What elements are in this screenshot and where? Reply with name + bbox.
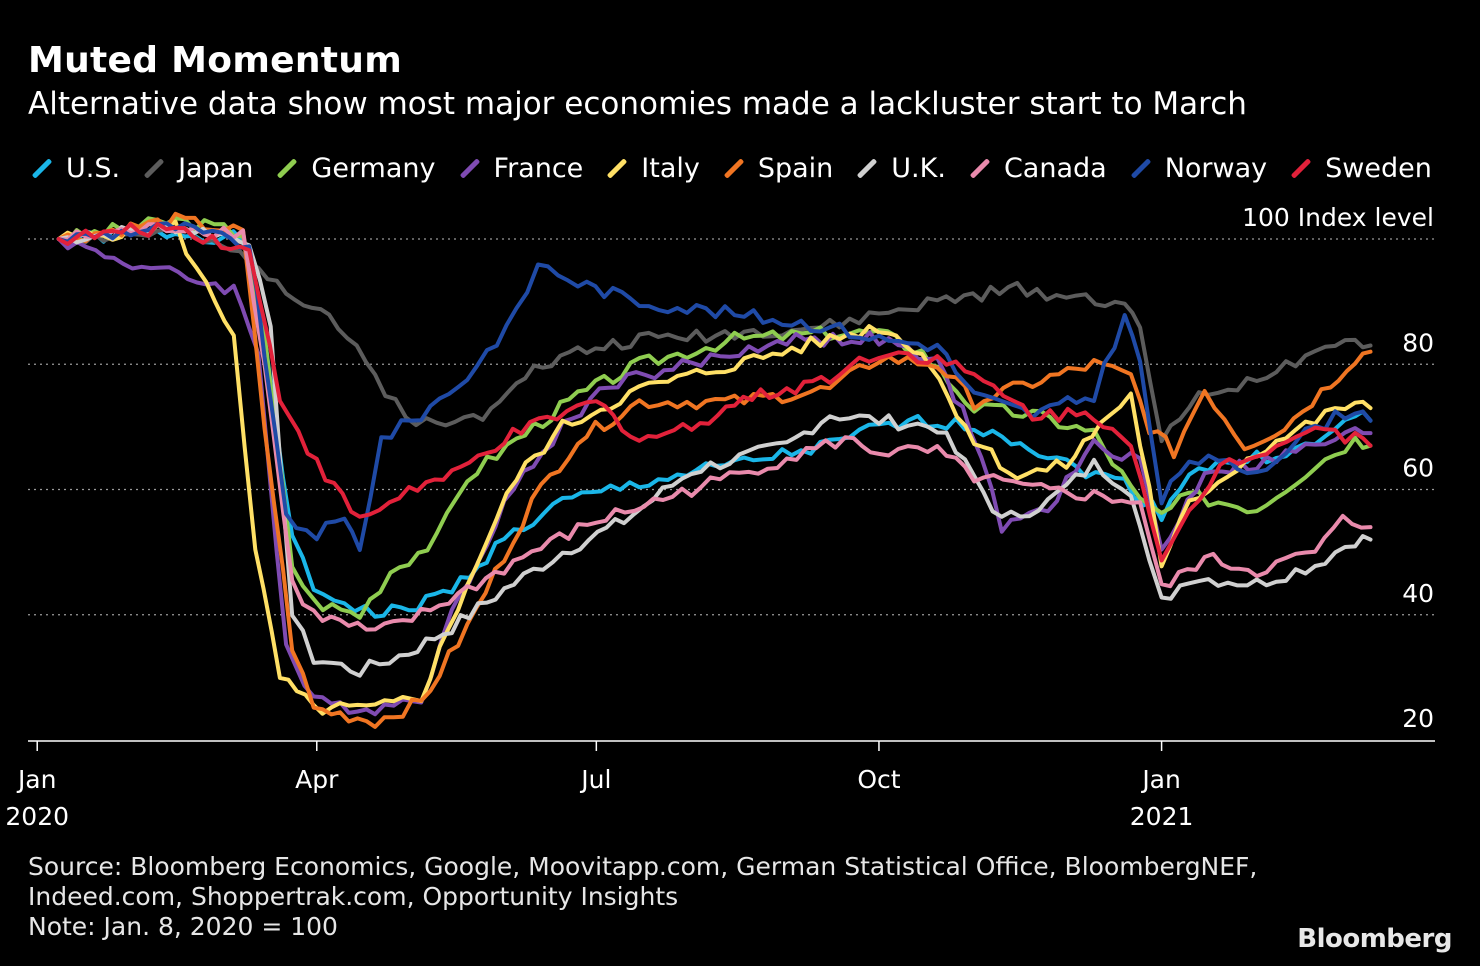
legend-label: France xyxy=(493,152,584,184)
source-line: Source: Bloomberg Economics, Google, Moo… xyxy=(28,852,1258,881)
source-line: Indeed.com, Shoppertrak.com, Opportunity… xyxy=(28,882,679,911)
legend-label: Canada xyxy=(1003,152,1107,184)
x-tick-label: Jan xyxy=(1140,765,1181,794)
legend-item: Sweden xyxy=(1289,153,1432,184)
series-line-canada xyxy=(56,222,1373,632)
legend-item: Germany xyxy=(275,152,436,184)
legend-label: Japan xyxy=(178,152,254,184)
legend-swatch xyxy=(969,157,991,179)
legend-label: Spain xyxy=(757,152,834,184)
y-tick-label: 20 xyxy=(1402,704,1434,733)
legend-swatch xyxy=(607,157,628,179)
series-line-japan xyxy=(56,227,1373,444)
series-line-norway xyxy=(56,221,1373,552)
x-tick-label: Oct xyxy=(857,765,900,794)
x-tick-label: Jul xyxy=(579,765,611,794)
legend-label: Germany xyxy=(311,152,436,184)
legend-item: U.S. xyxy=(30,153,120,184)
series-line-italy xyxy=(56,219,1373,716)
y-tick-label: 100 Index level xyxy=(1242,203,1434,232)
legend-item: France xyxy=(458,152,584,184)
x-tick-year: 2020 xyxy=(5,802,69,831)
legend-label: U.S. xyxy=(66,152,121,184)
legend-item: Canada xyxy=(968,153,1107,184)
legend-swatch xyxy=(31,157,53,179)
legend-item: Spain xyxy=(722,153,833,184)
bloomberg-logo: Bloomberg xyxy=(1297,924,1452,954)
legend-swatch xyxy=(723,157,745,179)
legend-swatch xyxy=(143,157,165,179)
y-tick-label: 60 xyxy=(1402,454,1434,483)
legend-swatch xyxy=(1130,157,1151,179)
x-tick-year: 2021 xyxy=(1130,802,1194,831)
source-note: Source: Bloomberg Economics, Google, Moo… xyxy=(28,852,1257,942)
series-line-spain xyxy=(56,211,1373,729)
x-tick-label: Jan xyxy=(16,765,57,794)
chart-subtitle: Alternative data show most major economi… xyxy=(28,86,1247,122)
legend: U.S. Japan Germany France Italy Spain U.K. Cana… xyxy=(30,150,1432,186)
y-tick-label: 40 xyxy=(1402,579,1434,608)
legend-label: Norway xyxy=(1164,152,1268,184)
note-line: Note: Jan. 8, 2020 = 100 xyxy=(28,912,338,941)
legend-label: U.K. xyxy=(891,152,946,184)
legend-label: Italy xyxy=(641,152,700,184)
legend-item: Japan xyxy=(142,153,253,184)
x-tick-label: Apr xyxy=(295,765,339,794)
legend-item: Norway xyxy=(1129,153,1267,184)
legend-item: Italy xyxy=(605,153,700,184)
chart-title: Muted Momentum xyxy=(28,40,403,81)
legend-item: U.K. xyxy=(855,153,946,184)
series-line-sweden xyxy=(56,221,1373,563)
line-chart: 20 40 60 80 100 Index level Jan 2020 Apr Jul Oct J… xyxy=(5,203,1435,831)
legend-swatch xyxy=(857,157,878,179)
legend-swatch xyxy=(1290,157,1312,179)
y-tick-label: 80 xyxy=(1402,328,1434,357)
legend-swatch xyxy=(277,157,298,179)
legend-swatch xyxy=(459,157,480,179)
legend-label: Sweden xyxy=(1325,152,1432,184)
